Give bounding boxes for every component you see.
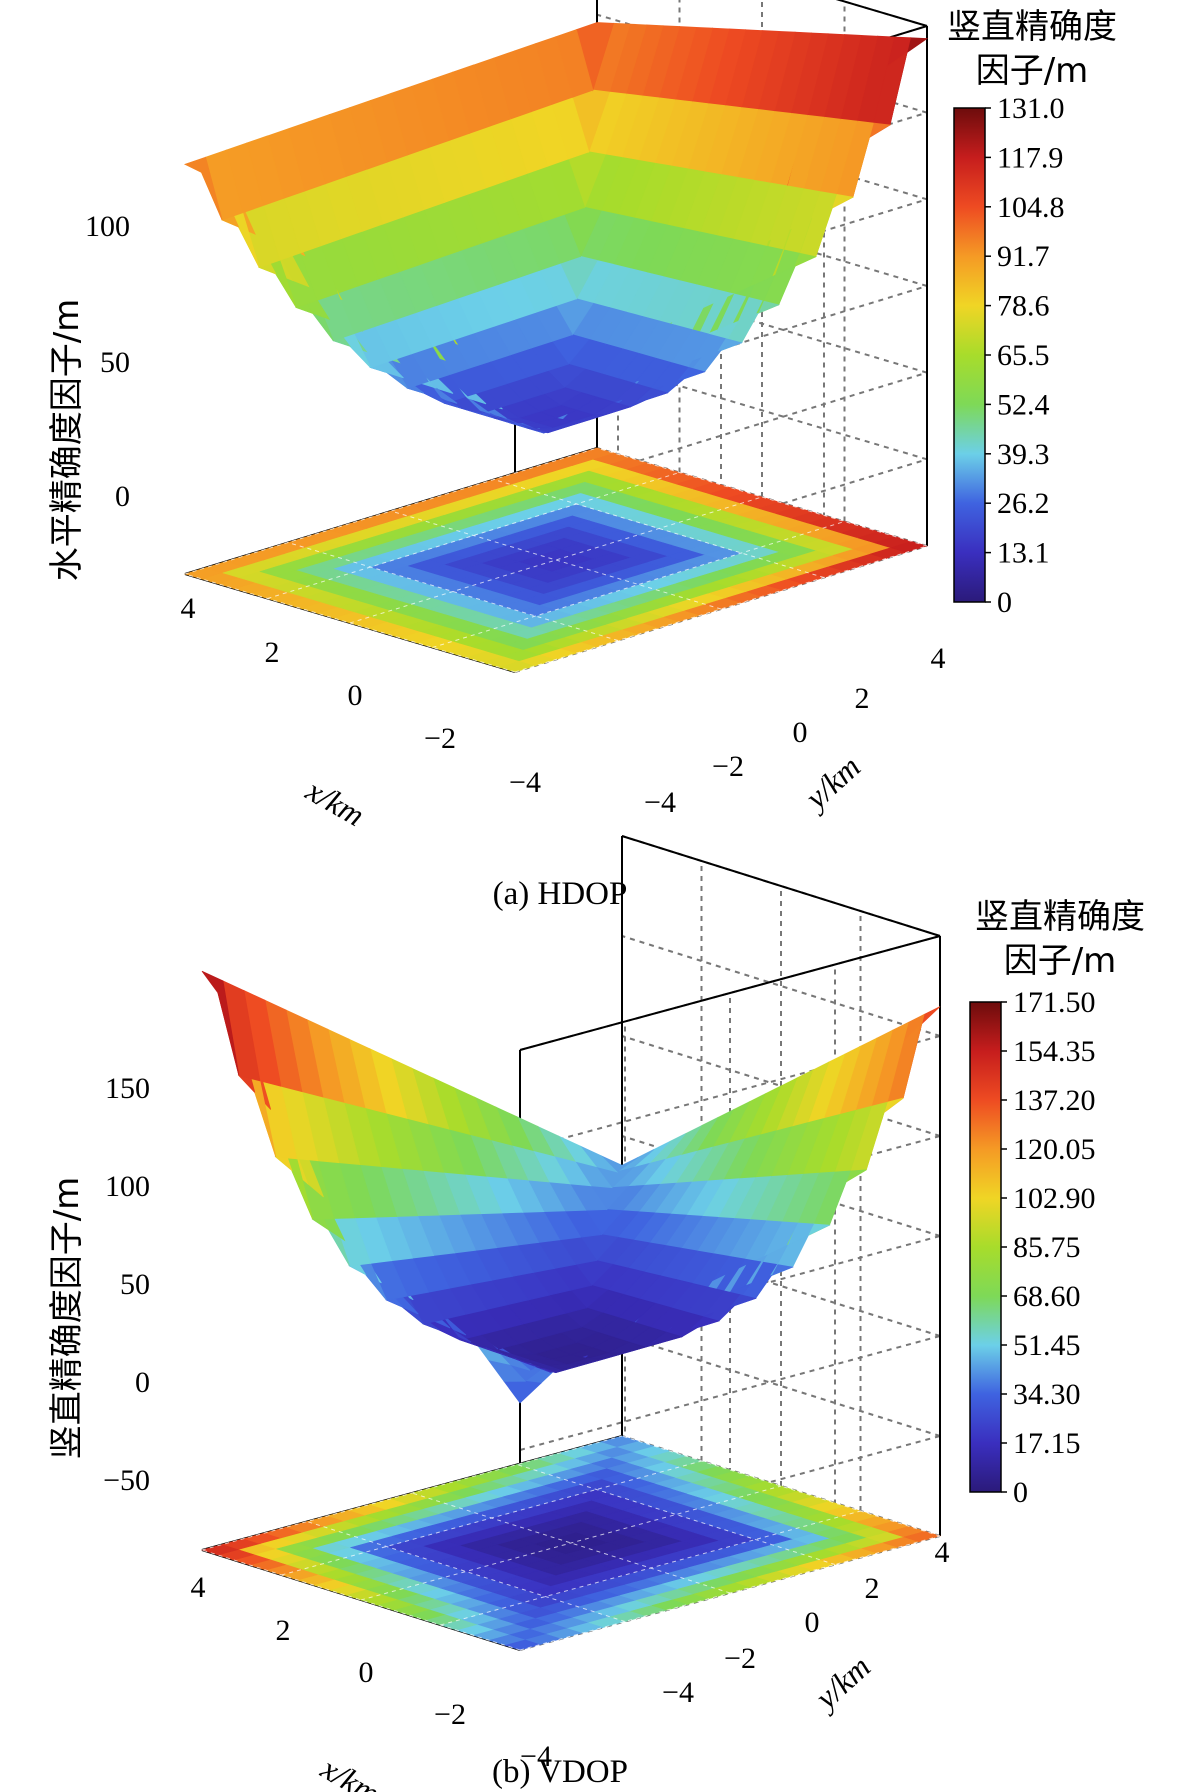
y-tick-b-3: −2: [724, 1642, 756, 1675]
x-tick-b-1: 2: [276, 1614, 291, 1647]
wall-grid-line: [519, 1335, 941, 1451]
floor-grid-line: [596, 447, 928, 547]
colorbar-tick-label: 117.9: [997, 141, 1063, 174]
x-axis-label-b: x/km: [314, 1749, 385, 1792]
colorbar-b: 171.50 154.35 137.20 120.05 102.90 85.75 68.60…: [969, 897, 1145, 1509]
colorbar-tick-label: 85.75: [1013, 1231, 1081, 1264]
axis-edge: [835, 0, 928, 27]
colorbar-tick-label: 104.8: [997, 191, 1065, 224]
colorbar-tick-label: 65.5: [997, 339, 1050, 372]
z-tick-a-2: 0: [115, 480, 130, 513]
floor-grid-line: [493, 479, 825, 578]
y-axis-label-b: y/km: [806, 1648, 877, 1717]
y-axis-label-a: y/km: [796, 748, 867, 817]
colorbar-tick-label: 17.15: [1013, 1427, 1081, 1460]
axis-ticks-a: 100 50 0 4 2 0 −2 −4 4 2 0 −2 −4: [85, 210, 946, 819]
colorbar-tick-label: 91.7: [997, 240, 1050, 273]
floor-grid-line: [360, 1485, 782, 1601]
surface-a: [183, 22, 929, 434]
colorbar-tick-label: 102.90: [1013, 1182, 1096, 1215]
axis-ticks-b: 150 100 50 0 −50 4 2 0 −2 −4 4 2 0 −2 −4: [103, 1072, 949, 1773]
colorbar-title-b-line2: 因子/m: [1004, 941, 1117, 981]
colorbar-gradient-a: [953, 107, 986, 603]
colorbar-tick-label: 26.2: [997, 487, 1050, 520]
x-tick-a-3: −2: [424, 722, 456, 755]
colorbar-tick-label: 154.35: [1013, 1035, 1096, 1068]
floor-grid-line: [287, 542, 619, 641]
floor-grid-line: [184, 573, 516, 673]
x-tick-a-1: 2: [265, 636, 280, 669]
colorbar-tick-label: 39.3: [997, 438, 1050, 471]
y-tick-b-4: −4: [662, 1676, 694, 1709]
z-tick-b-0: 150: [105, 1072, 150, 1105]
x-tick-b-4: −4: [520, 1740, 552, 1773]
z-tick-a-0: 100: [85, 210, 130, 243]
y-tick-a-1: 2: [855, 682, 870, 715]
y-tick-a-4: −4: [644, 786, 676, 819]
colorbar-title-b-line1: 竖直精确度: [975, 897, 1145, 937]
y-tick-b-1: 2: [865, 1572, 880, 1605]
colorbar-title-a-line2: 因子/m: [976, 51, 1089, 91]
axis-edge: [519, 935, 941, 1051]
y-tick-a-2: 0: [793, 716, 808, 749]
caption-b: (b) VDOP: [492, 1754, 628, 1790]
colorbar-tick-label: 171.50: [1013, 986, 1096, 1019]
z-axis-label-a: 水平精确度因子/m: [47, 299, 87, 582]
z-tick-b-1: 100: [105, 1170, 150, 1203]
colorbar-gradient-b: [969, 1001, 1002, 1493]
colorbar-tick-label: 13.1: [997, 537, 1050, 570]
surface-cell: [201, 970, 240, 1076]
y-tick-b-2: 0: [805, 1606, 820, 1639]
colorbar-tick-label: 137.20: [1013, 1084, 1096, 1117]
floor-grid-line: [390, 510, 722, 610]
x-tick-b-3: −2: [434, 1698, 466, 1731]
x-axis-label-a: x/km: [299, 771, 370, 833]
floor-grid-line: [281, 1460, 702, 1576]
z-tick-a-1: 50: [100, 346, 130, 379]
x-tick-b-2: 0: [359, 1656, 374, 1689]
y-tick-a-3: −2: [712, 750, 744, 783]
floor-projection-b: [200, 1435, 942, 1651]
floor-grid-line: [201, 1435, 623, 1551]
surface-cell: [183, 156, 223, 221]
wall-grid-line: [596, 360, 928, 461]
z-tick-b-2: 50: [120, 1268, 150, 1301]
caption-a: (a) HDOP: [493, 876, 628, 912]
surface-b: [201, 970, 941, 1404]
colorbar-tick-label: 120.05: [1013, 1133, 1096, 1166]
colorbar-tick-label: 78.6: [997, 290, 1050, 323]
surface-cell: [503, 1380, 542, 1404]
colorbar-tick-label: 68.60: [1013, 1280, 1081, 1313]
z-axis-label-b: 竖直精确度因子/m: [47, 1177, 87, 1460]
floor-projection-a: [183, 447, 929, 673]
colorbar-title-a-line1: 竖直精确度: [947, 7, 1117, 47]
colorbar-tick-label: 0: [997, 586, 1012, 619]
panel-hdop: 100 50 0 4 2 0 −2 −4 4 2 0 −2 −4 x/km y/…: [47, 0, 1117, 912]
x-tick-b-0: 4: [191, 1571, 206, 1604]
colorbar-tick-label: 52.4: [997, 388, 1050, 421]
colorbar-tick-label: 34.30: [1013, 1378, 1081, 1411]
z-tick-b-3: 0: [135, 1366, 150, 1399]
y-tick-a-0: 4: [931, 642, 946, 675]
colorbar-a: 131.0 117.9 104.8 91.7 78.6 65.5 52.4 39.3 26.2 1…: [947, 7, 1117, 619]
panel-vdop: 150 100 50 0 −50 4 2 0 −2 −4 4 2 0 −2 −4…: [47, 835, 1145, 1792]
y-tick-b-0: 4: [935, 1536, 950, 1569]
colorbar-tick-label: 51.45: [1013, 1329, 1081, 1362]
colorbar-tick-label: 131.0: [997, 92, 1065, 125]
axis-edge: [621, 835, 941, 937]
x-tick-a-4: −4: [509, 766, 541, 799]
x-tick-a-2: 0: [348, 679, 363, 712]
colorbar-tick-label: 0: [1013, 1476, 1028, 1509]
x-tick-a-0: 4: [181, 592, 196, 625]
z-tick-b-4: −50: [103, 1464, 150, 1497]
